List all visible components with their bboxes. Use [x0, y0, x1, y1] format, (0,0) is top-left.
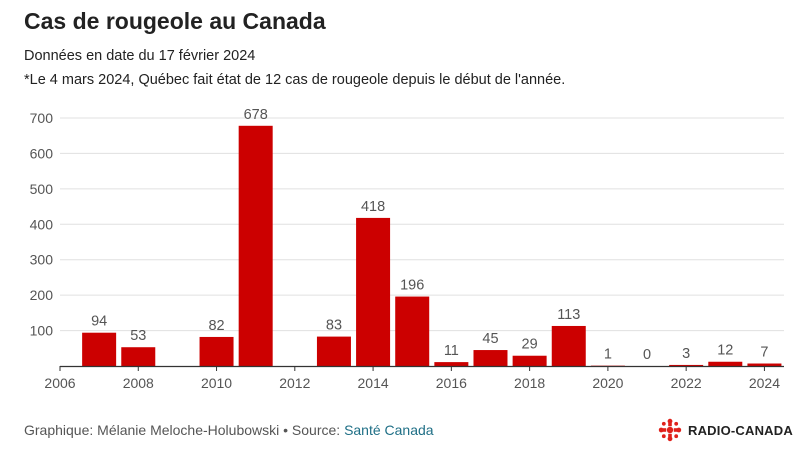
y-tick-label: 600: [30, 145, 54, 161]
y-tick-label: 500: [30, 181, 54, 197]
data-label-2014: 418: [361, 199, 385, 215]
bar-2019[interactable]: [551, 325, 586, 366]
x-tick-label: 2014: [358, 375, 389, 391]
bar-2008[interactable]: [121, 347, 156, 366]
data-label-2021: 0: [643, 347, 651, 363]
chart-subtitle: Données en date du 17 février 2024: [24, 48, 256, 64]
x-tick-label: 2018: [514, 375, 545, 391]
data-label-2016: 11: [444, 343, 459, 359]
bar-2010[interactable]: [199, 336, 234, 366]
bar-2023[interactable]: [708, 361, 743, 366]
x-tick-label: 2010: [201, 375, 232, 391]
bar-2007[interactable]: [82, 332, 117, 366]
data-label-2007: 94: [91, 314, 107, 330]
bar-2015[interactable]: [395, 296, 430, 366]
bar-2022[interactable]: [669, 364, 704, 366]
bar-2018[interactable]: [512, 355, 547, 366]
x-tick-label: 2008: [123, 375, 154, 391]
data-label-2018: 29: [522, 337, 538, 353]
data-label-2010: 82: [208, 318, 224, 334]
footer-credit: Graphique: Mélanie Meloche-Holubowski • …: [24, 422, 434, 438]
data-label-2024: 7: [760, 345, 768, 361]
bar-chart: 1002003004005006007009453826788341819611…: [30, 107, 784, 391]
bar-2011[interactable]: [238, 125, 273, 367]
x-tick-label: 2022: [671, 375, 702, 391]
bar-2014[interactable]: [356, 217, 391, 366]
y-tick-label: 400: [30, 216, 54, 232]
bar-2016[interactable]: [434, 362, 469, 366]
data-label-2017: 45: [482, 331, 498, 347]
radio-canada-logo: RADIO-CANADA: [658, 418, 793, 442]
x-tick-label: 2024: [749, 375, 780, 391]
bar-2024[interactable]: [747, 363, 782, 366]
y-tick-label: 100: [30, 323, 54, 339]
data-label-2022: 3: [682, 346, 690, 362]
data-label-2019: 113: [557, 307, 580, 323]
y-tick-label: 700: [30, 110, 54, 126]
chart-note: *Le 4 mars 2024, Québec fait état de 12 …: [24, 72, 566, 88]
bar-2017[interactable]: [473, 350, 508, 366]
x-tick-label: 2020: [592, 375, 623, 391]
data-label-2013: 83: [326, 318, 342, 334]
data-label-2023: 12: [717, 343, 733, 359]
y-tick-label: 200: [30, 287, 54, 303]
y-tick-label: 300: [30, 252, 54, 268]
x-tick-label: 2012: [279, 375, 310, 391]
logo-text: RADIO-CANADA: [688, 422, 793, 438]
chart-title: Cas de rougeole au Canada: [24, 8, 326, 34]
data-label-2015: 196: [400, 278, 424, 294]
data-label-2008: 53: [130, 328, 146, 344]
data-label-2020: 1: [604, 347, 612, 363]
x-tick-label: 2006: [44, 375, 75, 391]
radio-canada-gem-icon: [658, 418, 682, 442]
source-link[interactable]: Santé Canada: [344, 422, 434, 438]
credit-text: Graphique: Mélanie Meloche-Holubowski • …: [24, 422, 345, 438]
x-tick-label: 2016: [436, 375, 467, 391]
bar-2013[interactable]: [316, 336, 351, 366]
data-label-2011: 678: [244, 107, 268, 123]
